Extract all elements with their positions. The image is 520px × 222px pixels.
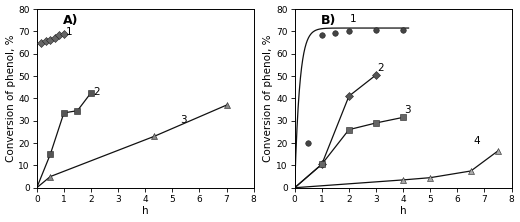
Text: 3: 3 [180, 115, 187, 125]
X-axis label: h: h [142, 206, 149, 216]
Text: B): B) [321, 14, 336, 27]
Text: A): A) [63, 14, 79, 27]
Y-axis label: Conversion of phenol, %: Conversion of phenol, % [264, 35, 274, 162]
X-axis label: h: h [400, 206, 407, 216]
Text: 2: 2 [93, 87, 100, 97]
Text: 1: 1 [350, 14, 357, 24]
Text: 2: 2 [378, 63, 384, 73]
Y-axis label: Conversion of phenol, %: Conversion of phenol, % [6, 35, 16, 162]
Text: 3: 3 [405, 105, 411, 115]
Text: 4: 4 [474, 136, 480, 146]
Text: 1: 1 [66, 27, 73, 37]
